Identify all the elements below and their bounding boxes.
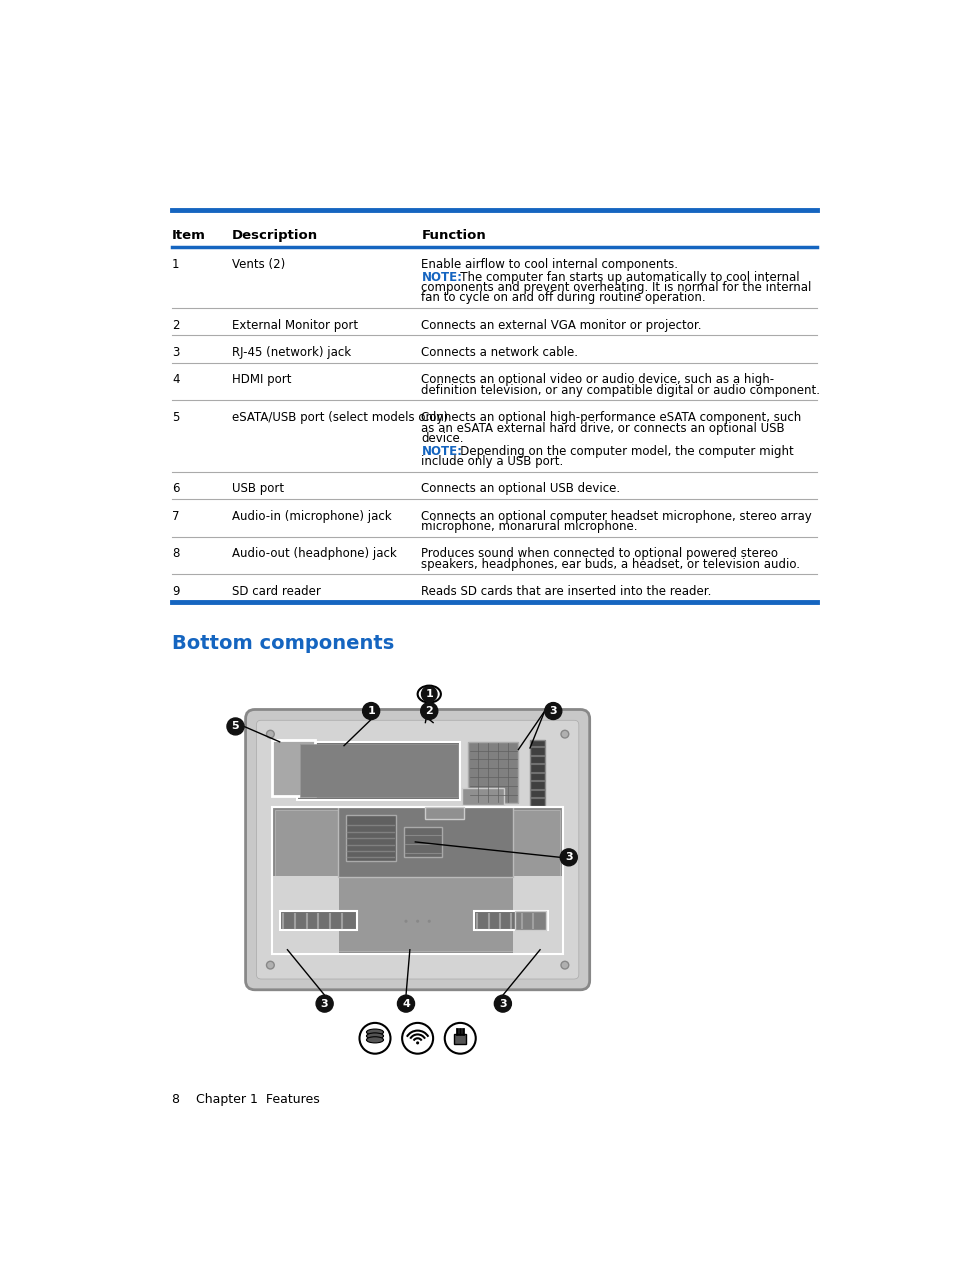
Text: device.: device.	[421, 432, 463, 444]
Text: Audio-out (headphone) jack: Audio-out (headphone) jack	[232, 547, 395, 560]
Circle shape	[362, 702, 379, 720]
Circle shape	[266, 730, 274, 738]
Text: Connects an optional video or audio device, such as a high-: Connects an optional video or audio devi…	[421, 373, 774, 386]
Text: components and prevent overheating. It is normal for the internal: components and prevent overheating. It i…	[421, 281, 811, 293]
Text: USB port: USB port	[232, 483, 283, 495]
Circle shape	[402, 1022, 433, 1054]
Bar	[474, 912, 547, 931]
Text: SD card reader: SD card reader	[232, 585, 320, 598]
FancyBboxPatch shape	[256, 720, 578, 979]
Text: Connects an optional computer headset microphone, stereo array: Connects an optional computer headset mi…	[421, 509, 811, 523]
Circle shape	[421, 686, 436, 702]
Text: Item: Item	[172, 229, 206, 241]
Ellipse shape	[417, 686, 440, 702]
Circle shape	[359, 1022, 390, 1054]
Text: 3: 3	[320, 998, 328, 1008]
Text: 2: 2	[425, 706, 433, 716]
Bar	[403, 827, 442, 857]
Bar	[515, 912, 546, 931]
Bar	[272, 808, 562, 954]
Text: Audio-in (microphone) jack: Audio-in (microphone) jack	[232, 509, 391, 523]
Ellipse shape	[366, 1036, 383, 1043]
Circle shape	[420, 702, 437, 720]
Bar	[299, 744, 457, 798]
Bar	[468, 742, 517, 804]
Text: eSATA/USB port (select models only): eSATA/USB port (select models only)	[232, 411, 447, 424]
Bar	[425, 808, 464, 819]
Text: 1: 1	[367, 706, 375, 716]
Text: definition television, or any compatible digital or audio component.: definition television, or any compatible…	[421, 384, 820, 396]
Bar	[337, 808, 513, 876]
Circle shape	[559, 848, 577, 866]
Circle shape	[266, 961, 274, 969]
Text: External Monitor port: External Monitor port	[232, 319, 357, 331]
Circle shape	[315, 996, 333, 1012]
Text: microphone, monarural microphone.: microphone, monarural microphone.	[421, 521, 638, 533]
Text: fan to cycle on and off during routine operation.: fan to cycle on and off during routine o…	[421, 291, 705, 305]
Text: Reads SD cards that are inserted into the reader.: Reads SD cards that are inserted into th…	[421, 585, 711, 598]
Text: 3: 3	[564, 852, 572, 862]
Text: Description: Description	[232, 229, 317, 241]
Bar	[271, 876, 338, 954]
Text: 3: 3	[172, 345, 179, 359]
Text: Vents (2): Vents (2)	[232, 258, 285, 271]
Text: 3: 3	[549, 706, 557, 716]
Circle shape	[416, 919, 418, 923]
Text: 4: 4	[172, 373, 179, 386]
Circle shape	[560, 961, 568, 969]
Text: Produces sound when connected to optional powered stereo: Produces sound when connected to optiona…	[421, 547, 778, 560]
Bar	[461, 787, 504, 805]
Text: Connects an external VGA monitor or projector.: Connects an external VGA monitor or proj…	[421, 319, 701, 331]
Text: Connects an optional high-performance eSATA component, such: Connects an optional high-performance eS…	[421, 411, 801, 424]
Text: Bottom components: Bottom components	[172, 634, 394, 653]
Text: Connects a network cable.: Connects a network cable.	[421, 345, 578, 359]
Circle shape	[227, 718, 244, 735]
Bar	[297, 742, 459, 800]
Text: 6: 6	[172, 483, 179, 495]
Text: 5: 5	[232, 721, 239, 732]
Bar	[530, 740, 545, 827]
Bar	[345, 815, 395, 861]
FancyBboxPatch shape	[245, 710, 589, 989]
Text: 3: 3	[498, 998, 506, 1008]
Bar	[272, 740, 315, 796]
Text: 1: 1	[425, 690, 433, 698]
Text: 4: 4	[401, 998, 410, 1008]
Circle shape	[397, 996, 415, 1012]
Text: Enable airflow to cool internal components.: Enable airflow to cool internal componen…	[421, 258, 678, 271]
Text: Depending on the computer model, the computer might: Depending on the computer model, the com…	[449, 444, 793, 457]
Circle shape	[560, 730, 568, 738]
Text: Function: Function	[421, 229, 486, 241]
Text: NOTE:: NOTE:	[421, 271, 462, 283]
Bar	[279, 912, 356, 931]
Bar	[513, 876, 564, 954]
Text: include only a USB port.: include only a USB port.	[421, 455, 563, 469]
Text: 2: 2	[172, 319, 179, 331]
Circle shape	[427, 919, 431, 923]
Text: as an eSATA external hard drive, or connects an optional USB: as an eSATA external hard drive, or conn…	[421, 422, 784, 434]
Bar	[272, 808, 562, 954]
Text: Connects an optional USB device.: Connects an optional USB device.	[421, 483, 620, 495]
Text: 8: 8	[172, 547, 179, 560]
Text: 7: 7	[172, 509, 179, 523]
Text: speakers, headphones, ear buds, a headset, or television audio.: speakers, headphones, ear buds, a headse…	[421, 558, 800, 570]
Bar	[274, 810, 559, 950]
Text: NOTE:: NOTE:	[421, 444, 462, 457]
Circle shape	[416, 1041, 418, 1044]
Text: 8    Chapter 1  Features: 8 Chapter 1 Features	[172, 1092, 319, 1106]
Ellipse shape	[366, 1033, 383, 1039]
Text: RJ-45 (network) jack: RJ-45 (network) jack	[232, 345, 351, 359]
Circle shape	[404, 919, 407, 923]
Circle shape	[444, 1022, 476, 1054]
Text: 1: 1	[172, 258, 179, 271]
Text: 9: 9	[172, 585, 179, 598]
Bar	[454, 1034, 466, 1044]
Text: HDMI port: HDMI port	[232, 373, 291, 386]
Circle shape	[544, 702, 561, 720]
Ellipse shape	[366, 1029, 383, 1035]
Text: 5: 5	[172, 411, 179, 424]
Circle shape	[494, 996, 511, 1012]
Text: The computer fan starts up automatically to cool internal: The computer fan starts up automatically…	[449, 271, 800, 283]
